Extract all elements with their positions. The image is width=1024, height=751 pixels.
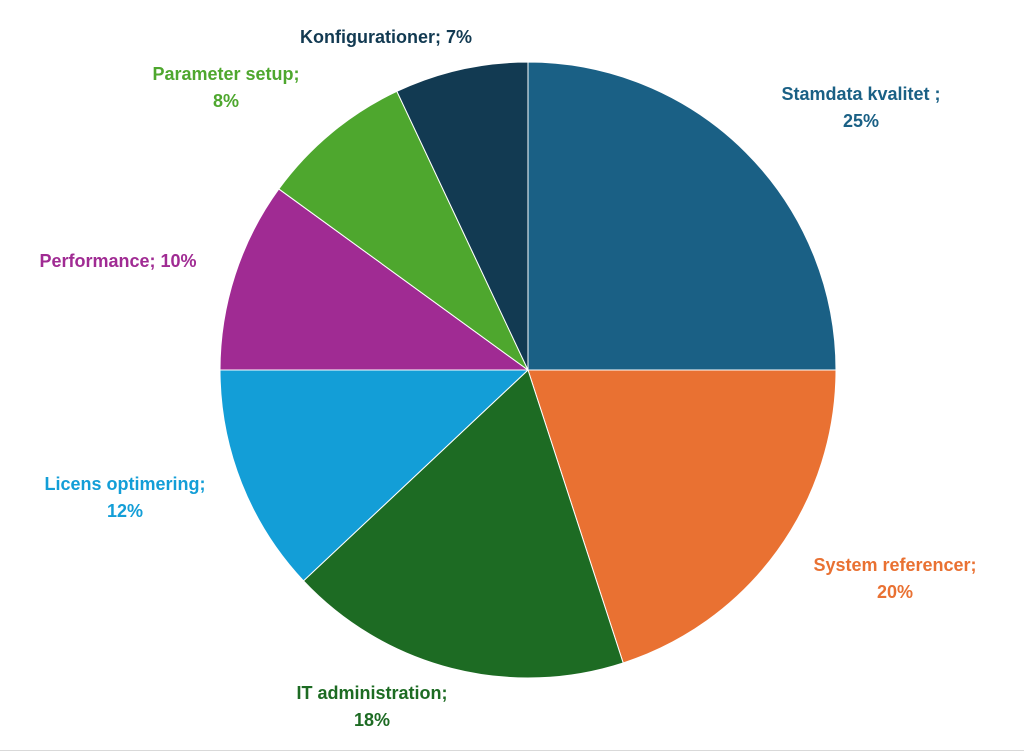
data-label-licens-optimering: Licens optimering; 12% (44, 474, 205, 521)
data-label-percent: 18% (354, 710, 390, 730)
pie-slices (219, 61, 837, 679)
data-label-konfigurationer: Konfigurationer; 7% (300, 27, 472, 47)
data-label-name: Konfigurationer; 7% (300, 27, 472, 47)
pie-slice-licens-optimering (219, 369, 530, 582)
pie-labels: Stamdata kvalitet ; 25% System referencer;… (39, 27, 976, 730)
data-label-system-referencer: System referencer; 20% (813, 555, 976, 602)
data-label-name: System referencer; (813, 555, 976, 575)
data-label-percent: 20% (877, 582, 913, 602)
pie-slice-stamdata-kvalitet (527, 61, 837, 371)
pie-slice-parameter-setup (278, 90, 529, 371)
data-label-name: Stamdata kvalitet ; (781, 84, 940, 104)
data-label-percent: 12% (107, 501, 143, 521)
pie-slice-system-referencer (527, 369, 837, 664)
pie-slice-it-administration (302, 369, 624, 679)
data-label-performance: Performance; 10% (39, 251, 196, 271)
data-label-name: Performance; 10% (39, 251, 196, 271)
data-label-name: IT administration; (296, 683, 447, 703)
data-label-percent: 8% (213, 91, 239, 111)
data-label-stamdata-kvalitet: Stamdata kvalitet ; 25% (781, 84, 940, 131)
data-label-parameter-setup: Parameter setup; 8% (152, 64, 299, 111)
pie-slice-konfigurationer (396, 61, 529, 371)
data-label-percent: 25% (843, 111, 879, 131)
data-label-name: Licens optimering; (44, 474, 205, 494)
pie-slice-performance (219, 188, 530, 371)
data-label-it-administration: IT administration; 18% (296, 683, 447, 730)
data-label-name: Parameter setup; (152, 64, 299, 84)
